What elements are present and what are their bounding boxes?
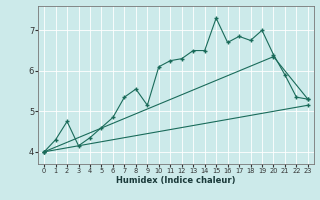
X-axis label: Humidex (Indice chaleur): Humidex (Indice chaleur) <box>116 176 236 185</box>
